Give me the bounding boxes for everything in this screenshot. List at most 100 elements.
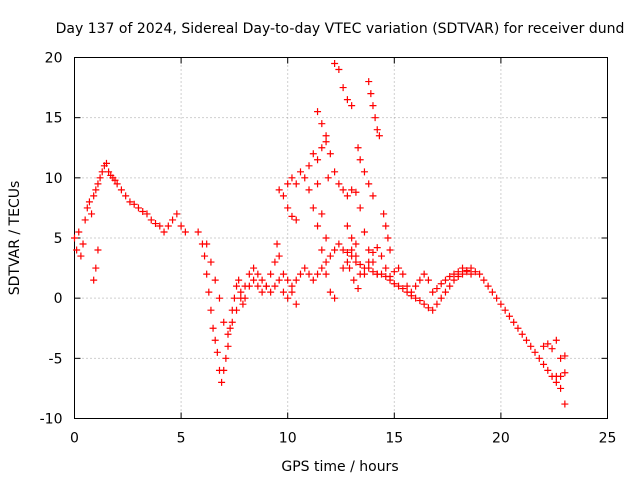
data-point bbox=[292, 180, 300, 188]
data-point bbox=[367, 90, 375, 98]
data-point bbox=[510, 318, 518, 326]
data-point bbox=[113, 180, 121, 188]
data-point bbox=[117, 186, 125, 194]
data-point bbox=[335, 180, 343, 188]
data-point bbox=[354, 144, 362, 152]
data-point bbox=[122, 192, 130, 200]
data-point bbox=[480, 276, 488, 284]
data-point bbox=[412, 294, 420, 302]
data-point bbox=[194, 228, 202, 236]
data-point bbox=[226, 324, 234, 332]
data-point bbox=[386, 246, 394, 254]
data-point bbox=[211, 336, 219, 344]
data-point bbox=[233, 306, 241, 314]
data-point bbox=[284, 204, 292, 212]
data-point bbox=[331, 246, 339, 254]
data-point bbox=[292, 276, 300, 284]
data-point bbox=[288, 282, 296, 290]
data-point bbox=[433, 300, 441, 308]
y-tick-label: 5 bbox=[54, 231, 63, 247]
data-point bbox=[348, 102, 356, 110]
data-point bbox=[373, 244, 381, 252]
data-point bbox=[399, 270, 407, 278]
data-point bbox=[352, 258, 360, 266]
data-point bbox=[403, 282, 411, 290]
data-point bbox=[561, 352, 569, 360]
data-point bbox=[209, 324, 217, 332]
data-point bbox=[224, 342, 232, 350]
data-point bbox=[105, 168, 113, 176]
data-point bbox=[164, 222, 172, 230]
x-tick-label: 10 bbox=[279, 431, 297, 447]
data-point bbox=[326, 252, 334, 260]
data-point bbox=[371, 114, 379, 122]
data-point bbox=[369, 248, 377, 256]
data-point bbox=[71, 234, 78, 242]
x-tick-label: 5 bbox=[177, 431, 186, 447]
data-point bbox=[352, 188, 360, 196]
data-point bbox=[222, 354, 230, 362]
data-point bbox=[173, 210, 181, 218]
data-point bbox=[126, 198, 134, 206]
data-point bbox=[557, 372, 565, 380]
data-point bbox=[552, 378, 560, 386]
data-point bbox=[501, 306, 509, 314]
data-point bbox=[343, 222, 351, 230]
data-point bbox=[309, 204, 317, 212]
data-point bbox=[318, 210, 326, 218]
data-point bbox=[360, 270, 368, 278]
data-point bbox=[233, 282, 241, 290]
y-tick-label: -5 bbox=[49, 351, 63, 367]
data-point bbox=[339, 186, 347, 194]
data-point bbox=[305, 162, 313, 170]
data-point bbox=[83, 204, 91, 212]
data-point bbox=[416, 276, 424, 284]
data-point bbox=[395, 282, 403, 290]
data-point bbox=[420, 300, 428, 308]
data-point bbox=[322, 138, 330, 146]
x-tick-label: 0 bbox=[70, 431, 79, 447]
data-point bbox=[429, 306, 437, 314]
data-point bbox=[343, 258, 351, 266]
data-point bbox=[254, 282, 262, 290]
y-tick-label: 20 bbox=[45, 51, 63, 67]
data-point bbox=[527, 342, 535, 350]
data-point bbox=[314, 270, 322, 278]
data-point bbox=[275, 252, 283, 260]
data-point bbox=[296, 270, 304, 278]
data-point bbox=[459, 270, 467, 278]
data-point bbox=[94, 180, 102, 188]
data-point bbox=[241, 282, 249, 290]
data-point bbox=[85, 198, 93, 206]
data-point bbox=[318, 144, 326, 152]
data-point bbox=[544, 340, 552, 348]
data-point bbox=[279, 270, 287, 278]
data-point bbox=[288, 288, 296, 296]
data-point bbox=[488, 288, 496, 296]
data-point bbox=[326, 288, 334, 296]
data-point bbox=[382, 222, 390, 230]
data-point bbox=[390, 268, 398, 276]
data-point bbox=[497, 300, 505, 308]
data-point bbox=[505, 312, 513, 320]
data-point bbox=[540, 342, 548, 350]
data-point bbox=[284, 276, 292, 284]
data-point bbox=[373, 270, 381, 278]
data-point bbox=[177, 222, 185, 230]
data-point bbox=[250, 264, 258, 272]
x-tick-label: 20 bbox=[492, 431, 510, 447]
data-point bbox=[181, 228, 189, 236]
data-point bbox=[220, 366, 228, 374]
data-point bbox=[224, 330, 232, 338]
data-point bbox=[407, 288, 415, 296]
data-point bbox=[352, 252, 360, 260]
data-point bbox=[147, 216, 155, 224]
data-point bbox=[169, 216, 177, 224]
data-point bbox=[420, 270, 428, 278]
data-point bbox=[378, 252, 386, 260]
data-point bbox=[399, 285, 407, 293]
y-tick-label: -10 bbox=[40, 412, 63, 428]
data-point bbox=[258, 276, 266, 284]
data-point bbox=[450, 270, 458, 278]
data-point bbox=[288, 174, 296, 182]
